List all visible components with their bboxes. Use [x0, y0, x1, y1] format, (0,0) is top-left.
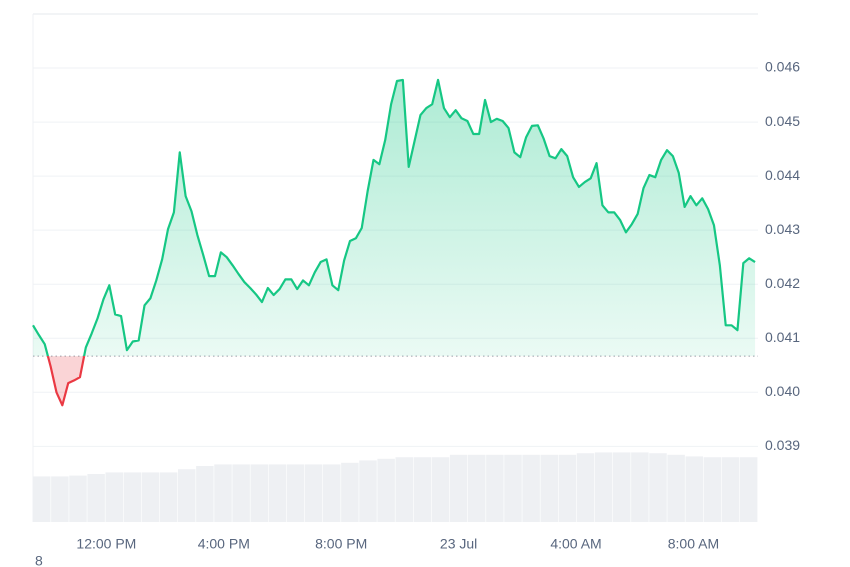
- volume-bar: [703, 457, 722, 522]
- x-tick-label: 8:00 AM: [668, 536, 719, 552]
- volume-bar: [558, 454, 577, 522]
- volume-bar: [576, 453, 595, 522]
- volume-bar: [486, 454, 504, 522]
- volume-bar: [504, 454, 522, 522]
- volume-bar: [33, 476, 51, 522]
- volume-bar: [214, 464, 232, 522]
- footnote: 8: [35, 553, 43, 567]
- volume-bar: [667, 454, 685, 522]
- volume-bar: [449, 454, 468, 522]
- volume-bar: [431, 457, 450, 522]
- volume-bar: [341, 462, 359, 522]
- y-tick-label: 0.046: [765, 59, 800, 75]
- volume-bar: [304, 464, 323, 522]
- y-tick-label: 0.043: [765, 221, 800, 237]
- volume-bar: [141, 472, 160, 522]
- area-positive: [33, 79, 756, 357]
- y-tick-label: 0.042: [765, 275, 800, 291]
- volume-bar: [196, 466, 214, 522]
- volume-bar: [721, 457, 740, 522]
- volume-bar: [649, 453, 667, 522]
- volume-bar: [250, 464, 269, 522]
- volume-bar: [685, 456, 704, 522]
- volume-bar: [594, 452, 613, 522]
- volume-bar: [468, 454, 486, 522]
- volume-bar: [395, 457, 414, 522]
- x-tick-label: 8:00 PM: [315, 536, 367, 552]
- y-tick-label: 0.041: [765, 329, 800, 345]
- volume-bar: [377, 458, 395, 522]
- y-tick-label: 0.045: [765, 113, 800, 129]
- y-tick-label: 0.040: [765, 383, 800, 399]
- volume-bar: [359, 460, 377, 522]
- volume-bar: [540, 454, 559, 522]
- price-line: [32, 78, 756, 357]
- volume-bar: [413, 457, 432, 522]
- volume-bar: [159, 472, 178, 522]
- volume-bar: [123, 472, 142, 522]
- x-tick-label: 12:00 PM: [76, 536, 136, 552]
- volume-bar: [739, 457, 758, 522]
- x-tick-label: 23 Jul: [440, 536, 477, 552]
- volume-bar: [178, 469, 196, 522]
- volume-bar: [232, 464, 250, 522]
- y-tick-label: 0.039: [765, 437, 800, 453]
- volume-bar: [87, 474, 105, 522]
- volume-bar: [268, 464, 287, 522]
- volume-bar: [105, 472, 124, 522]
- volume-bar: [69, 475, 87, 522]
- volume-bar: [51, 476, 69, 522]
- volume-bar: [323, 464, 341, 522]
- x-tick-label: 4:00 AM: [550, 536, 601, 552]
- y-tick-label: 0.044: [765, 167, 800, 183]
- volume-bar: [286, 464, 305, 522]
- volume-bar: [613, 452, 631, 522]
- volume-bar: [631, 452, 649, 522]
- volume-bar: [522, 454, 540, 522]
- x-tick-label: 4:00 PM: [198, 536, 250, 552]
